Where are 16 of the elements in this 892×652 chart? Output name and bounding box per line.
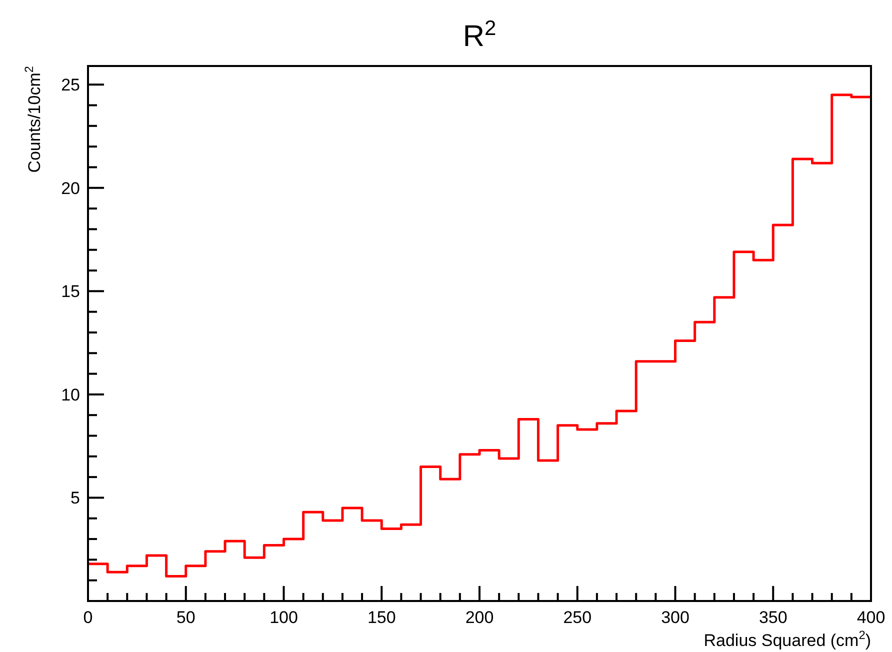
y-tick-label: 15: [61, 282, 80, 302]
x-tick-label: 0: [83, 608, 93, 627]
x-tick-label: 200: [465, 608, 494, 627]
x-axis-title: Radius Squared (cm$^{2}$): [704, 628, 871, 650]
x-tick-label: 150: [367, 608, 396, 627]
x-tick-label: 300: [661, 608, 690, 627]
y-tick-label: 20: [61, 178, 80, 198]
x-tick-label: 50: [176, 608, 196, 627]
y-tick-label: 5: [70, 488, 80, 508]
chart-title: R$^{2}$: [462, 16, 496, 53]
x-tick-label: 250: [563, 608, 592, 627]
x-tick-label: 350: [758, 608, 788, 627]
y-tick-label: 10: [61, 385, 80, 404]
x-tick-label: 100: [270, 608, 298, 627]
y-tick-label: 25: [61, 76, 80, 95]
x-tick-label: 400: [856, 608, 886, 627]
